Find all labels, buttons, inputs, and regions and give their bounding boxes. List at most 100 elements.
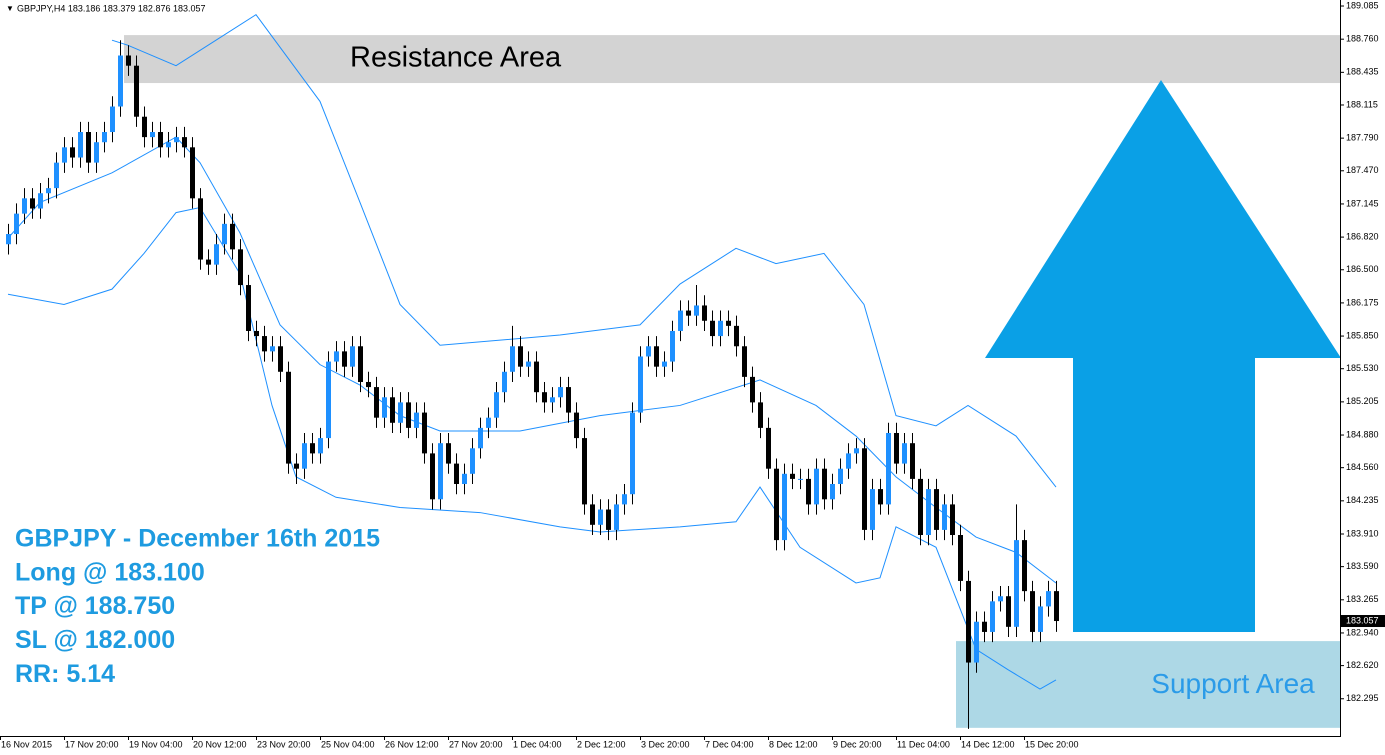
candle-body bbox=[846, 453, 851, 469]
y-tick-label: 186.175 bbox=[1346, 297, 1379, 307]
y-tick-label: 182.620 bbox=[1346, 660, 1379, 670]
candle-body bbox=[590, 504, 595, 525]
x-tick-label: 27 Nov 20:00 bbox=[449, 739, 503, 749]
candle-body bbox=[830, 484, 835, 500]
candle-body bbox=[718, 320, 723, 337]
candle-body bbox=[118, 55, 123, 107]
candle-body bbox=[710, 320, 715, 337]
candle-body bbox=[518, 346, 523, 367]
candle-body bbox=[758, 402, 763, 428]
zone bbox=[124, 35, 1340, 84]
trade-info-line: Long @ 183.100 bbox=[15, 558, 205, 586]
candle-body bbox=[158, 132, 163, 148]
candle-body bbox=[150, 132, 155, 138]
candle-body bbox=[166, 142, 171, 148]
candle-body bbox=[998, 596, 1003, 602]
menu-triangle: ▼ bbox=[6, 4, 14, 13]
candle-body bbox=[126, 55, 131, 66]
candle-body bbox=[502, 371, 507, 393]
candle-body bbox=[574, 412, 579, 439]
candle-body bbox=[478, 427, 483, 449]
candle-body bbox=[414, 412, 419, 428]
x-tick-label: 20 Nov 12:00 bbox=[193, 739, 247, 749]
x-tick-label: 2 Dec 12:00 bbox=[577, 739, 626, 749]
zones bbox=[124, 35, 1340, 728]
trade-info: GBPJPY - December 16th 2015 Long @ 183.10… bbox=[15, 525, 380, 688]
y-tick-label: 184.235 bbox=[1346, 495, 1379, 505]
symbol-header: GBPJPY,H4 183.186 183.379 182.876 183.05… bbox=[17, 3, 206, 13]
candle-body bbox=[294, 463, 299, 469]
candle-body bbox=[534, 361, 539, 393]
x-tick-label: 17 Nov 20:00 bbox=[65, 739, 119, 749]
candle-body bbox=[702, 305, 707, 321]
y-tick-label: 183.590 bbox=[1346, 561, 1379, 571]
candle-body bbox=[246, 285, 251, 331]
candle-body bbox=[22, 198, 27, 214]
x-tick-label: 26 Nov 12:00 bbox=[385, 739, 439, 749]
candle-body bbox=[358, 346, 363, 382]
candle-body bbox=[646, 346, 651, 357]
candle-body bbox=[382, 397, 387, 418]
candle-body bbox=[854, 448, 859, 454]
candle-body bbox=[38, 193, 43, 209]
y-tick-label: 185.205 bbox=[1346, 396, 1379, 406]
candle-body bbox=[78, 132, 83, 158]
candle-body bbox=[886, 432, 891, 505]
trade-info-line: GBPJPY - December 16th 2015 bbox=[15, 525, 380, 553]
candle-body bbox=[910, 443, 915, 479]
x-tick-label: 15 Dec 20:00 bbox=[1025, 739, 1079, 749]
candle-body bbox=[686, 310, 691, 316]
y-tick-label: 182.940 bbox=[1346, 627, 1379, 637]
candle-body bbox=[446, 443, 451, 464]
y-tick-label: 188.435 bbox=[1346, 67, 1379, 77]
last-price-label: 183.057 bbox=[1346, 615, 1379, 625]
candle-body bbox=[406, 402, 411, 428]
candle-body bbox=[774, 468, 779, 541]
candle-body bbox=[54, 162, 59, 189]
candle-body bbox=[630, 412, 635, 495]
candle-body bbox=[1014, 540, 1019, 627]
candle-body bbox=[70, 147, 75, 158]
trade-info-line: RR: 5.14 bbox=[15, 660, 115, 688]
candle-body bbox=[342, 351, 347, 367]
candle-body bbox=[862, 448, 867, 530]
candle-body bbox=[1006, 596, 1011, 627]
candle-body bbox=[422, 412, 427, 454]
candle-body bbox=[278, 346, 283, 372]
candle-body bbox=[582, 438, 587, 505]
candle-body bbox=[734, 325, 739, 347]
candle-body bbox=[230, 223, 235, 250]
x-tick-label: 11 Dec 04:00 bbox=[897, 739, 950, 749]
y-tick-label: 187.470 bbox=[1346, 165, 1379, 175]
candle-body bbox=[622, 494, 627, 505]
candle-body bbox=[638, 356, 643, 413]
candle-body bbox=[182, 137, 187, 148]
candle-body bbox=[462, 473, 467, 485]
candle-body bbox=[62, 147, 67, 163]
y-tick-label: 184.560 bbox=[1346, 462, 1379, 472]
candle-body bbox=[822, 468, 827, 500]
candle-body bbox=[1046, 591, 1051, 607]
x-tick-label: 14 Dec 12:00 bbox=[961, 739, 1015, 749]
x-tick-label: 8 Dec 12:00 bbox=[769, 739, 818, 749]
bollinger-band bbox=[7, 206, 1057, 690]
candle-body bbox=[270, 346, 275, 352]
candle-body bbox=[814, 468, 819, 505]
candle-body bbox=[134, 65, 139, 117]
candle-body bbox=[438, 443, 443, 500]
candle-body bbox=[30, 198, 35, 209]
candle-body bbox=[934, 489, 939, 530]
candle-body bbox=[454, 463, 459, 485]
candle-body bbox=[742, 346, 747, 377]
candle-body bbox=[606, 509, 611, 530]
candle-body bbox=[526, 361, 531, 367]
candle-body bbox=[750, 376, 755, 403]
candle-body bbox=[214, 244, 219, 265]
candle-body bbox=[990, 601, 995, 632]
y-tick-label: 188.760 bbox=[1346, 34, 1379, 44]
candle-body bbox=[782, 473, 787, 541]
candle-body bbox=[966, 580, 971, 663]
y-tick-label: 187.145 bbox=[1346, 198, 1379, 208]
trade-info-line: TP @ 188.750 bbox=[15, 592, 175, 620]
y-tick-label: 187.790 bbox=[1346, 133, 1379, 143]
